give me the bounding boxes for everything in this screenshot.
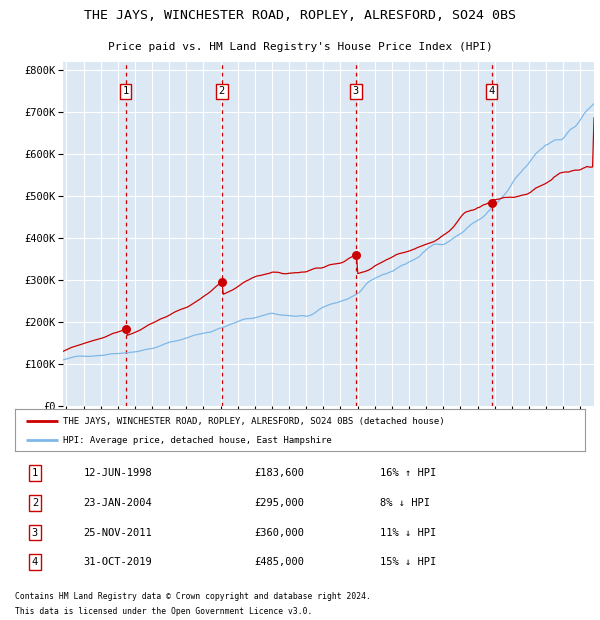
Text: 25-NOV-2011: 25-NOV-2011 xyxy=(83,528,152,538)
Text: Contains HM Land Registry data © Crown copyright and database right 2024.: Contains HM Land Registry data © Crown c… xyxy=(15,592,371,601)
Text: £295,000: £295,000 xyxy=(254,498,304,508)
Text: HPI: Average price, detached house, East Hampshire: HPI: Average price, detached house, East… xyxy=(64,436,332,445)
Text: 15% ↓ HPI: 15% ↓ HPI xyxy=(380,557,436,567)
Text: This data is licensed under the Open Government Licence v3.0.: This data is licensed under the Open Gov… xyxy=(15,608,313,616)
Text: THE JAYS, WINCHESTER ROAD, ROPLEY, ALRESFORD, SO24 0BS (detached house): THE JAYS, WINCHESTER ROAD, ROPLEY, ALRES… xyxy=(64,417,445,425)
Text: £360,000: £360,000 xyxy=(254,528,304,538)
Text: 2: 2 xyxy=(32,498,38,508)
Text: 1: 1 xyxy=(32,468,38,478)
Text: 11% ↓ HPI: 11% ↓ HPI xyxy=(380,528,436,538)
Text: 3: 3 xyxy=(353,86,359,96)
Text: 12-JUN-1998: 12-JUN-1998 xyxy=(83,468,152,478)
Text: 23-JAN-2004: 23-JAN-2004 xyxy=(83,498,152,508)
Text: 31-OCT-2019: 31-OCT-2019 xyxy=(83,557,152,567)
Text: £485,000: £485,000 xyxy=(254,557,304,567)
Text: 8% ↓ HPI: 8% ↓ HPI xyxy=(380,498,430,508)
Text: Price paid vs. HM Land Registry's House Price Index (HPI): Price paid vs. HM Land Registry's House … xyxy=(107,42,493,51)
Text: 4: 4 xyxy=(488,86,495,96)
Text: 16% ↑ HPI: 16% ↑ HPI xyxy=(380,468,436,478)
Text: 3: 3 xyxy=(32,528,38,538)
Text: 1: 1 xyxy=(122,86,128,96)
Text: 2: 2 xyxy=(218,86,225,96)
Text: £183,600: £183,600 xyxy=(254,468,304,478)
Text: 4: 4 xyxy=(32,557,38,567)
Text: THE JAYS, WINCHESTER ROAD, ROPLEY, ALRESFORD, SO24 0BS: THE JAYS, WINCHESTER ROAD, ROPLEY, ALRES… xyxy=(84,9,516,22)
